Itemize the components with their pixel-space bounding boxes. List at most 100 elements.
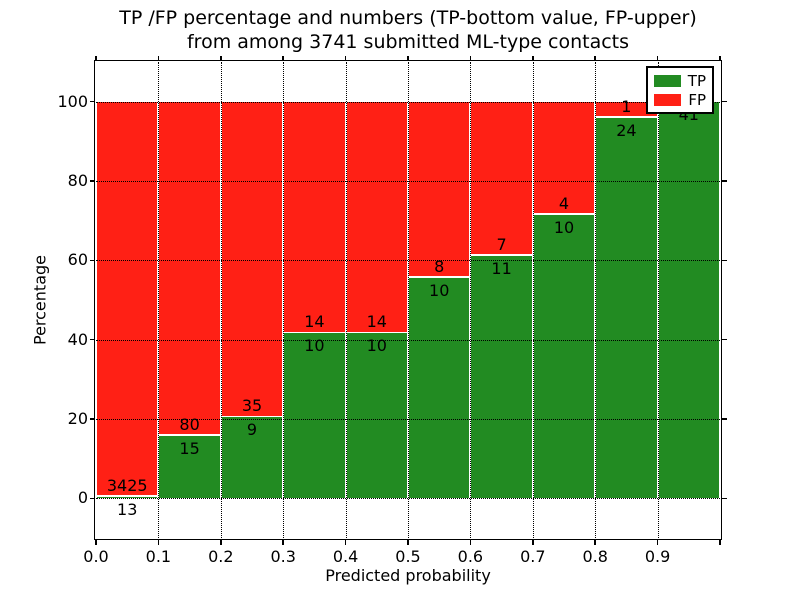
- x-tick-mark: [532, 539, 534, 545]
- gridline-vertical: [657, 62, 659, 538]
- x-tick-mark-top: [532, 55, 534, 61]
- y-tick-label: 20: [67, 409, 88, 428]
- y-tick-mark: [89, 180, 95, 182]
- tp-count-label: 10: [304, 336, 325, 356]
- bar-segment-fp: [159, 101, 220, 435]
- x-axis-label: Predicted probability: [325, 566, 491, 585]
- x-tick-label: 0.1: [145, 547, 172, 566]
- y-tick-mark-right: [721, 338, 727, 341]
- y-tick-label: 80: [67, 171, 88, 190]
- x-tick-label: 0.7: [520, 547, 546, 566]
- x-tick-label: 0.5: [395, 547, 421, 566]
- y-tick-label: 60: [67, 250, 88, 270]
- y-tick-label: 40: [67, 329, 88, 349]
- gridline-vertical: [158, 62, 160, 538]
- tp-count-label: 13: [117, 499, 138, 519]
- y-tick-mark: [89, 259, 95, 262]
- bar-segment-tp: [658, 101, 719, 499]
- fp-count-label: 80: [179, 414, 200, 434]
- legend-label-fp: FP: [688, 90, 706, 109]
- tp-count-label: 10: [366, 336, 387, 356]
- x-tick-label: 0.3: [270, 547, 296, 566]
- y-tick-mark-right: [721, 259, 727, 262]
- x-tick-label: 0.0: [83, 547, 109, 566]
- legend-swatch-tp-icon: [654, 74, 681, 87]
- y-tick-mark-right: [721, 180, 727, 182]
- x-tick-mark: [719, 539, 721, 545]
- x-tick-mark-top: [594, 55, 596, 61]
- bar-segment-fp: [471, 101, 532, 255]
- y-tick-mark: [89, 100, 95, 103]
- bar-segment-tp: [346, 333, 407, 499]
- legend-swatch-fp-icon: [654, 93, 681, 106]
- legend-item-fp: FP: [654, 92, 706, 108]
- x-tick-label: 0.8: [582, 547, 608, 566]
- tp-count-label: 10: [553, 217, 575, 237]
- x-tick-mark-top: [282, 55, 284, 61]
- bar-segment-fp: [346, 101, 407, 332]
- x-tick-mark: [407, 539, 409, 545]
- bar-segment-tp: [221, 417, 283, 499]
- bar-segment-fp: [409, 101, 470, 277]
- x-tick-mark: [344, 539, 347, 545]
- fp-count-label: 3425: [106, 475, 148, 495]
- x-tick-mark-top: [407, 55, 409, 61]
- gridline-vertical: [470, 62, 472, 538]
- y-tick-mark: [89, 497, 95, 500]
- fp-count-label: 7: [496, 234, 507, 254]
- bar-segment-fp: [221, 101, 283, 416]
- fp-count-label: 1: [621, 96, 632, 116]
- tp-count-label: 11: [491, 258, 512, 278]
- bar-segment-tp: [596, 117, 657, 499]
- x-tick-mark: [469, 539, 472, 545]
- bar-segment-tp: [284, 333, 345, 499]
- x-tick-mark-top: [95, 55, 97, 61]
- chart-title: TP /FP percentage and numbers (TP-bottom…: [96, 6, 720, 54]
- x-tick-mark-top: [220, 55, 222, 61]
- gridline-vertical: [408, 62, 409, 538]
- chart-title-line1: TP /FP percentage and numbers (TP-bottom…: [119, 7, 697, 29]
- x-tick-label: 0.2: [208, 547, 234, 566]
- fp-count-label: 35: [241, 396, 263, 416]
- tp-count-label: 15: [179, 438, 200, 458]
- y-tick-mark: [89, 338, 95, 341]
- gridline-vertical: [532, 62, 534, 538]
- y-tick-mark-right: [721, 100, 727, 103]
- bar-segment-tp: [409, 277, 470, 499]
- bar-segment-fp: [596, 101, 657, 117]
- tp-count-label: 24: [616, 120, 637, 140]
- y-tick-mark-right: [721, 497, 727, 500]
- legend-label-tp: TP: [687, 71, 706, 90]
- y-tick-label: 0: [77, 488, 88, 508]
- x-tick-label: 0.9: [644, 547, 671, 566]
- x-tick-mark: [656, 539, 659, 545]
- chart-title-line2: from among 3741 submitted ML-type contac…: [186, 31, 630, 53]
- y-tick-mark-right: [721, 418, 727, 420]
- fp-count-label: 14: [304, 312, 325, 332]
- tp-count-label: 9: [246, 420, 258, 440]
- gridline-vertical: [345, 62, 347, 538]
- bar-segment-fp: [284, 101, 345, 332]
- x-tick-mark: [220, 539, 222, 545]
- x-tick-mark-top: [157, 55, 160, 61]
- x-tick-label: 0.4: [332, 547, 359, 566]
- bar-segment-tp: [97, 496, 158, 499]
- bar-segment-tp: [533, 214, 595, 499]
- x-tick-mark-top: [469, 55, 472, 61]
- bar-segment-tp: [471, 255, 532, 499]
- x-tick-label: 0.6: [457, 547, 484, 566]
- bar-segment-fp: [97, 101, 158, 496]
- bar-segment-tp: [159, 435, 220, 499]
- gridline-vertical: [283, 62, 285, 538]
- y-tick-label: 100: [57, 91, 88, 111]
- x-tick-mark: [95, 539, 97, 545]
- legend: TP FP: [646, 66, 714, 114]
- gridline-vertical: [220, 62, 222, 538]
- x-tick-mark-top: [656, 55, 659, 61]
- fp-count-label: 14: [366, 312, 387, 332]
- gridline-vertical: [595, 62, 597, 538]
- fp-count-label: 8: [434, 256, 445, 276]
- tp-count-label: 10: [429, 280, 450, 300]
- bar-segment-fp: [533, 101, 595, 214]
